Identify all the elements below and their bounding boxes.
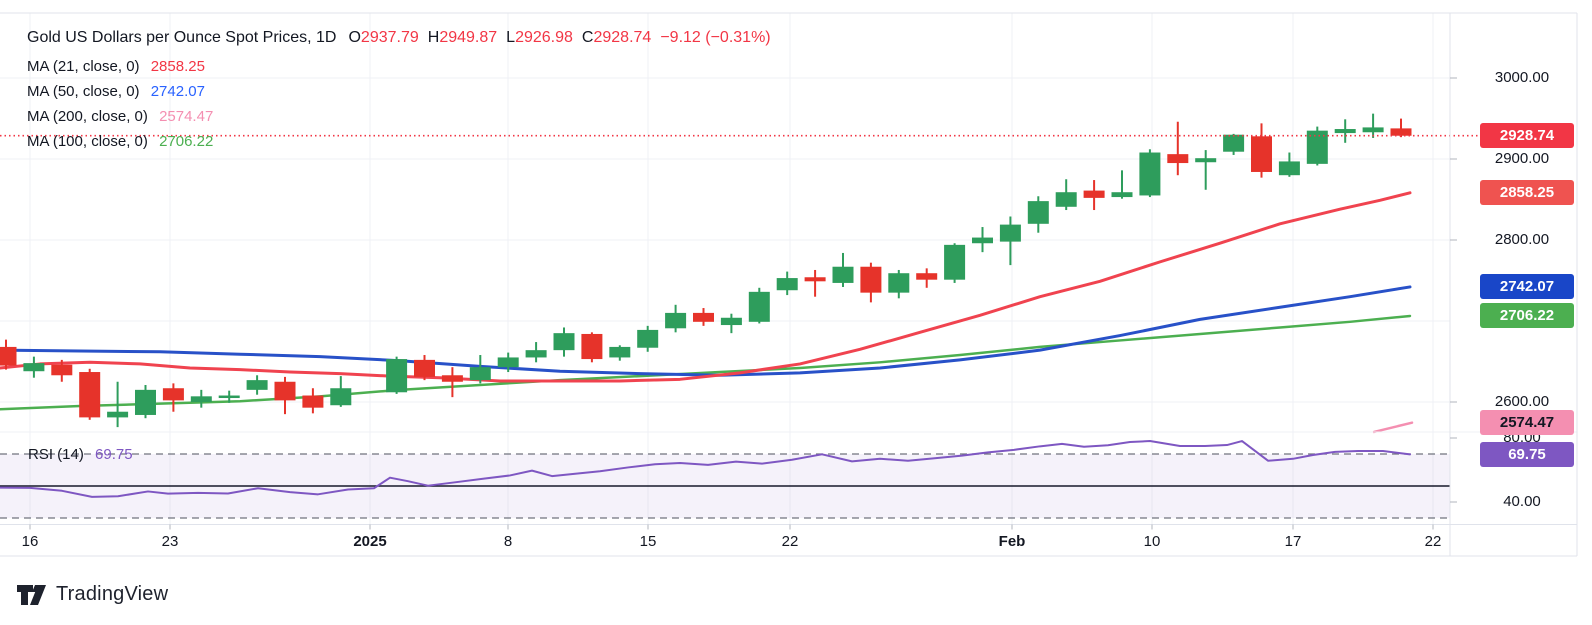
- indicator-label: MA (100, close, 0): [27, 133, 148, 150]
- indicator-row-ma100[interactable]: MA (100, close, 0) 2706.22: [27, 132, 771, 157]
- indicator-row-ma200[interactable]: MA (200, close, 0) 2574.47: [27, 107, 771, 132]
- time-axis-label: 15: [639, 533, 657, 550]
- indicator-label: MA (21, close, 0): [27, 58, 140, 75]
- indicator-value: 2858.25: [150, 58, 205, 75]
- price-badge: 2706.22: [1480, 303, 1574, 329]
- price-axis-label: 2900.00: [1494, 150, 1550, 167]
- time-axis-label: 23: [161, 533, 179, 550]
- price-badge: 2574.47: [1480, 410, 1574, 436]
- time-axis-label: Feb: [998, 533, 1026, 550]
- rsi-value: 69.75: [95, 446, 133, 463]
- ohlc-values: O2937.79 H2949.87 L2926.98 C2928.74: [348, 29, 660, 46]
- time-axis-label: 17: [1284, 533, 1302, 550]
- price-axis-label: 2800.00: [1494, 231, 1550, 248]
- time-axis-label: 22: [781, 533, 799, 550]
- rsi-label: RSI (14): [28, 446, 84, 463]
- time-axis-label: 8: [503, 533, 513, 550]
- tradingview-logo[interactable]: TradingView: [16, 583, 168, 606]
- rsi-legend-row[interactable]: RSI (14) 69.75: [28, 446, 133, 463]
- chart-legend[interactable]: Gold US Dollars per Ounce Spot Prices, 1…: [27, 28, 771, 157]
- ohlc-pair: L2926.98: [506, 29, 573, 46]
- symbol-ohlc-row[interactable]: Gold US Dollars per Ounce Spot Prices, 1…: [27, 28, 771, 57]
- time-axis-label: 10: [1143, 533, 1161, 550]
- ohlc-pair: O2937.79: [348, 29, 419, 46]
- indicator-value: 2574.47: [159, 108, 214, 125]
- change-value: −9.12 (−0.31%): [660, 29, 771, 46]
- symbol-title: Gold US Dollars per Ounce Spot Prices, 1…: [27, 29, 337, 46]
- indicator-value: 2706.22: [159, 133, 214, 150]
- rsi-axis-label: 40.00: [1503, 493, 1541, 510]
- time-axis-label: 16: [21, 533, 39, 550]
- rsi-badge: 69.75: [1480, 441, 1574, 467]
- indicator-label: MA (50, close, 0): [27, 83, 140, 100]
- price-axis-label: 3000.00: [1494, 69, 1550, 86]
- indicator-row-ma21[interactable]: MA (21, close, 0) 2858.25: [27, 57, 771, 82]
- indicator-value: 2742.07: [150, 83, 205, 100]
- indicator-row-ma50[interactable]: MA (50, close, 0) 2742.07: [27, 82, 771, 107]
- tradingview-logo-icon: [17, 584, 46, 605]
- price-badge: 2928.74: [1480, 123, 1574, 149]
- time-axis-label: 2025: [353, 533, 387, 550]
- price-axis-label: 2600.00: [1494, 393, 1550, 410]
- price-badge: 2858.25: [1480, 180, 1574, 206]
- indicator-label: MA (200, close, 0): [27, 108, 148, 125]
- tradingview-logo-text: TradingView: [56, 583, 169, 605]
- ohlc-pair: C2928.74: [581, 29, 652, 46]
- price-badge: 2742.07: [1480, 274, 1574, 300]
- time-axis-label: 22: [1424, 533, 1442, 550]
- ohlc-pair: H2949.87: [427, 29, 498, 46]
